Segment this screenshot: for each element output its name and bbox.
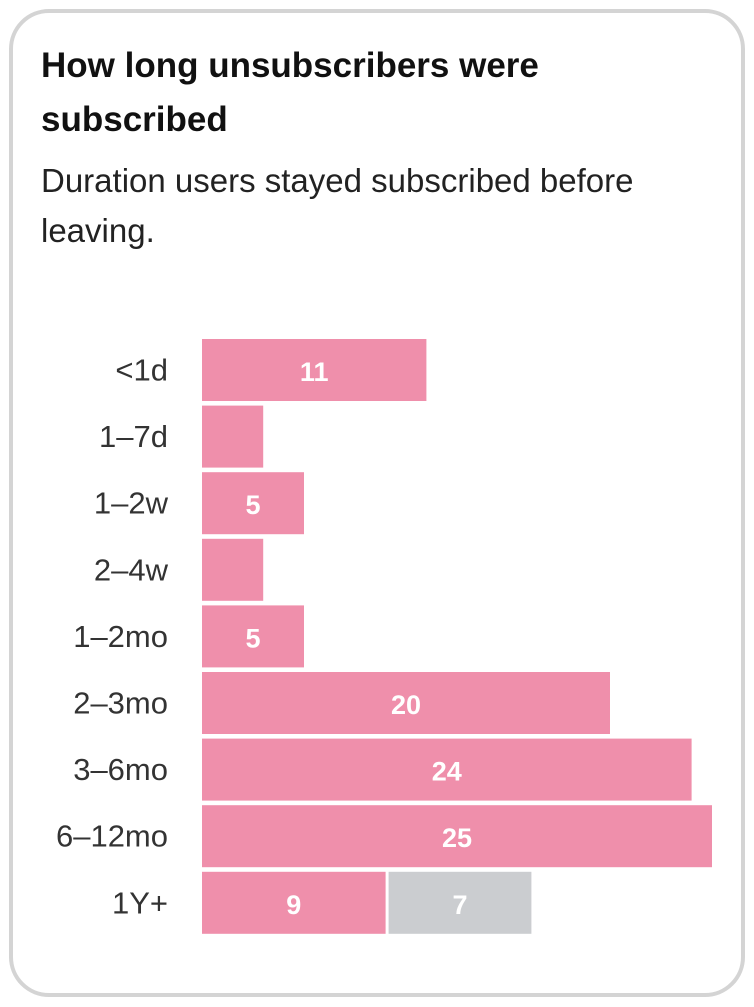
category-label-6-12mo: 6–12mo	[56, 819, 168, 854]
bar-1y-segment-1	[202, 871, 386, 934]
category-label-1-2w: 1–2w	[94, 486, 169, 521]
data-label-1y-segment-2: 7	[452, 890, 467, 920]
bar-3-6mo-segment-1	[202, 738, 692, 801]
category-label-2-3mo: 2–3mo	[73, 686, 168, 721]
data-label-1y-segment-1: 9	[286, 890, 301, 920]
category-label-2-4w: 2–4w	[94, 552, 169, 587]
bar-2-3mo-segment-1	[202, 672, 610, 734]
category-label-1d: <1d	[115, 353, 168, 388]
data-label-1d-segment-1: 11	[300, 357, 329, 387]
data-label-1-2mo-segment-1: 5	[245, 623, 260, 653]
data-label-2-3mo-segment-1: 20	[391, 690, 421, 720]
category-label-1y: 1Y+	[112, 885, 168, 920]
bar-6-12mo-segment-1	[202, 805, 712, 868]
category-label-1-7d: 1–7d	[99, 419, 168, 454]
bar-1-7d-segment-1	[202, 405, 264, 468]
chart-title: How long unsubscribers were subscribed	[41, 46, 539, 139]
bar-2-4w-segment-1	[202, 538, 264, 601]
data-label-1-2w-segment-1: 5	[245, 490, 260, 520]
bar-1y-segment-2	[388, 871, 532, 934]
category-label-1-2mo: 1–2mo	[73, 619, 168, 654]
category-label-3-6mo: 3–6mo	[73, 752, 168, 787]
bar-1d-segment-1	[202, 339, 427, 401]
bar-1-2w-segment-1	[202, 472, 304, 535]
bar-1-2mo-segment-1	[202, 605, 304, 668]
data-label-3-6mo-segment-1: 24	[432, 757, 462, 787]
chart-subtitle: Duration users stayed subscribed before …	[41, 162, 634, 249]
data-label-6-12mo-segment-1: 25	[442, 823, 472, 853]
